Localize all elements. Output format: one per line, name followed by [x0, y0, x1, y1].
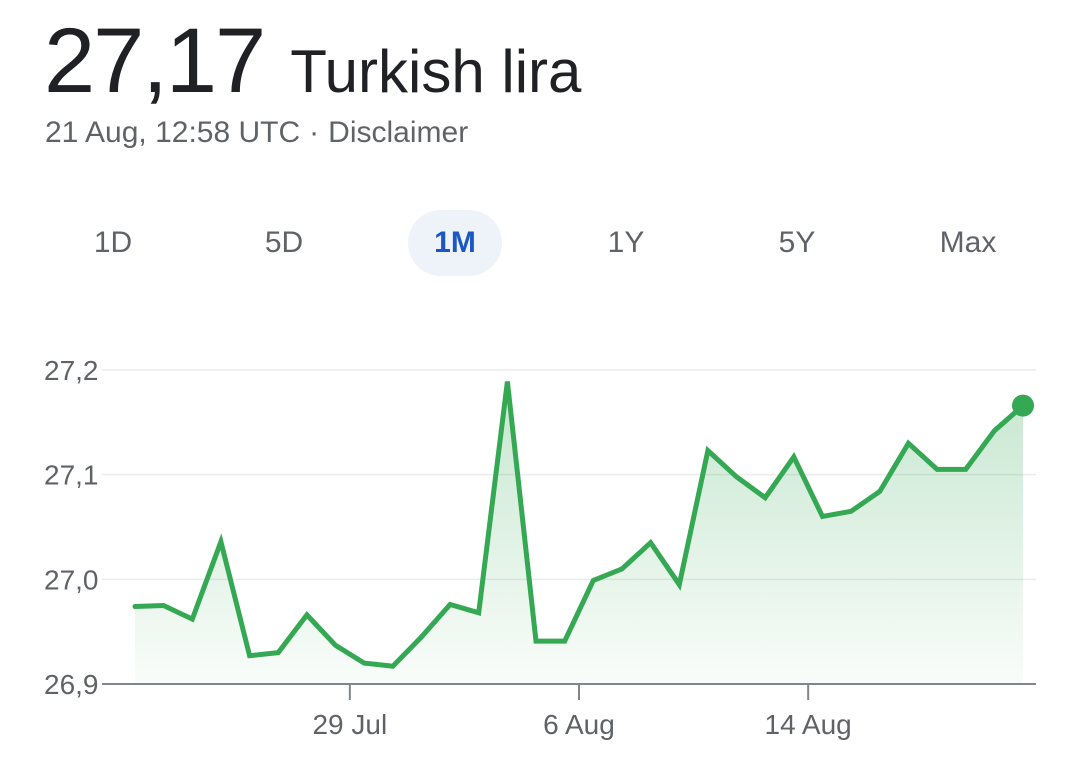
exchange-rate-chart[interactable]: 27,2 27,1 27,0 26,9 29 Jul 6 Aug 14 Aug: [0, 330, 1080, 759]
separator-dot: ·: [309, 116, 320, 149]
currency-name: Turkish lira: [290, 38, 582, 105]
x-tick-label: 6 Aug: [543, 709, 615, 740]
y-tick-label: 27,2: [44, 355, 99, 386]
y-tick-label: 27,0: [44, 564, 99, 595]
range-tab-1m[interactable]: 1M: [408, 210, 502, 276]
series-line: [132, 381, 1026, 669]
range-tab-1y[interactable]: 1Y: [607, 226, 645, 259]
y-tick-label: 27,1: [44, 460, 99, 491]
area-fill: [135, 381, 1023, 684]
exchange-rate-value: 27,17: [44, 10, 266, 112]
price-header: 27,17 Turkish lira: [44, 6, 581, 116]
range-tab-max[interactable]: Max: [939, 226, 997, 259]
disclaimer-link[interactable]: Disclaimer: [328, 116, 469, 149]
range-tab-5y[interactable]: 5Y: [778, 226, 816, 259]
timestamp: 21 Aug, 12:58 UTC: [45, 116, 301, 149]
timestamp-line: 21 Aug, 12:58 UTC · Disclaimer: [45, 116, 468, 150]
x-tick-label: 14 Aug: [765, 709, 852, 740]
time-range-selector: 1D 5D 1M 1Y 5Y Max: [0, 210, 1080, 276]
range-tab-5d[interactable]: 5D: [264, 226, 304, 259]
x-tick-label: 29 Jul: [312, 709, 387, 740]
range-tab-1d[interactable]: 1D: [93, 226, 133, 259]
current-value-marker: [1012, 394, 1034, 417]
y-tick-label: 26,9: [44, 669, 99, 700]
